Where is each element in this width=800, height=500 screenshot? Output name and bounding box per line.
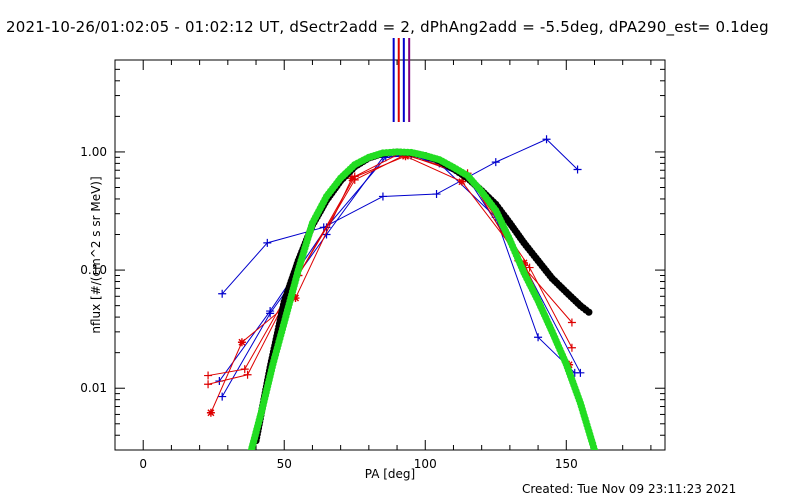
data-point xyxy=(243,370,252,379)
data-point xyxy=(218,289,227,298)
data-point xyxy=(525,263,534,272)
y-tick-label: 0.01 xyxy=(80,381,107,395)
series-6 xyxy=(206,152,574,417)
x-tick-label: 100 xyxy=(414,457,437,471)
y-tick-label: 0.10 xyxy=(80,263,107,277)
curve-point xyxy=(585,308,593,316)
data-point xyxy=(206,408,215,417)
series-line xyxy=(221,138,578,295)
data-point xyxy=(491,158,500,167)
data-point xyxy=(263,238,272,247)
series-line xyxy=(210,155,570,413)
chart-title: 2021-10-26/01:02:05 - 01:02:12 UT, dSect… xyxy=(6,18,769,36)
series-7 xyxy=(252,148,593,445)
data-point xyxy=(567,318,576,327)
y-tick-label: 1.00 xyxy=(80,145,107,159)
curve-point xyxy=(590,446,599,450)
x-tick-label: 150 xyxy=(555,457,578,471)
data-point xyxy=(291,294,300,303)
data-point xyxy=(401,152,410,161)
created-timestamp: Created: Tue Nov 09 23:11:23 2021 xyxy=(522,482,737,496)
data-point xyxy=(573,165,582,174)
data-point xyxy=(266,307,275,316)
x-axis-label: PA [deg] xyxy=(365,467,415,481)
data-point xyxy=(218,392,227,401)
x-tick-label: 50 xyxy=(277,457,292,471)
data-point xyxy=(567,343,576,352)
series-8 xyxy=(247,148,599,450)
data-point xyxy=(457,177,466,186)
y-axis-label: nflux [#/(cm^2 s sr MeV)] xyxy=(89,176,103,333)
x-tick-label: 0 xyxy=(139,457,147,471)
data-point xyxy=(240,365,249,374)
series-1 xyxy=(218,135,582,298)
data-point xyxy=(432,190,441,199)
data-point xyxy=(542,135,551,144)
data-point xyxy=(576,368,585,377)
curve-point xyxy=(249,449,252,450)
data-point xyxy=(534,333,543,342)
data-point xyxy=(237,338,246,347)
data-point xyxy=(519,258,528,267)
plot-frame xyxy=(114,59,666,451)
data-point xyxy=(204,380,213,389)
data-point xyxy=(378,192,387,201)
data-point xyxy=(204,371,213,380)
data-point xyxy=(347,174,356,183)
series-line xyxy=(207,154,573,385)
